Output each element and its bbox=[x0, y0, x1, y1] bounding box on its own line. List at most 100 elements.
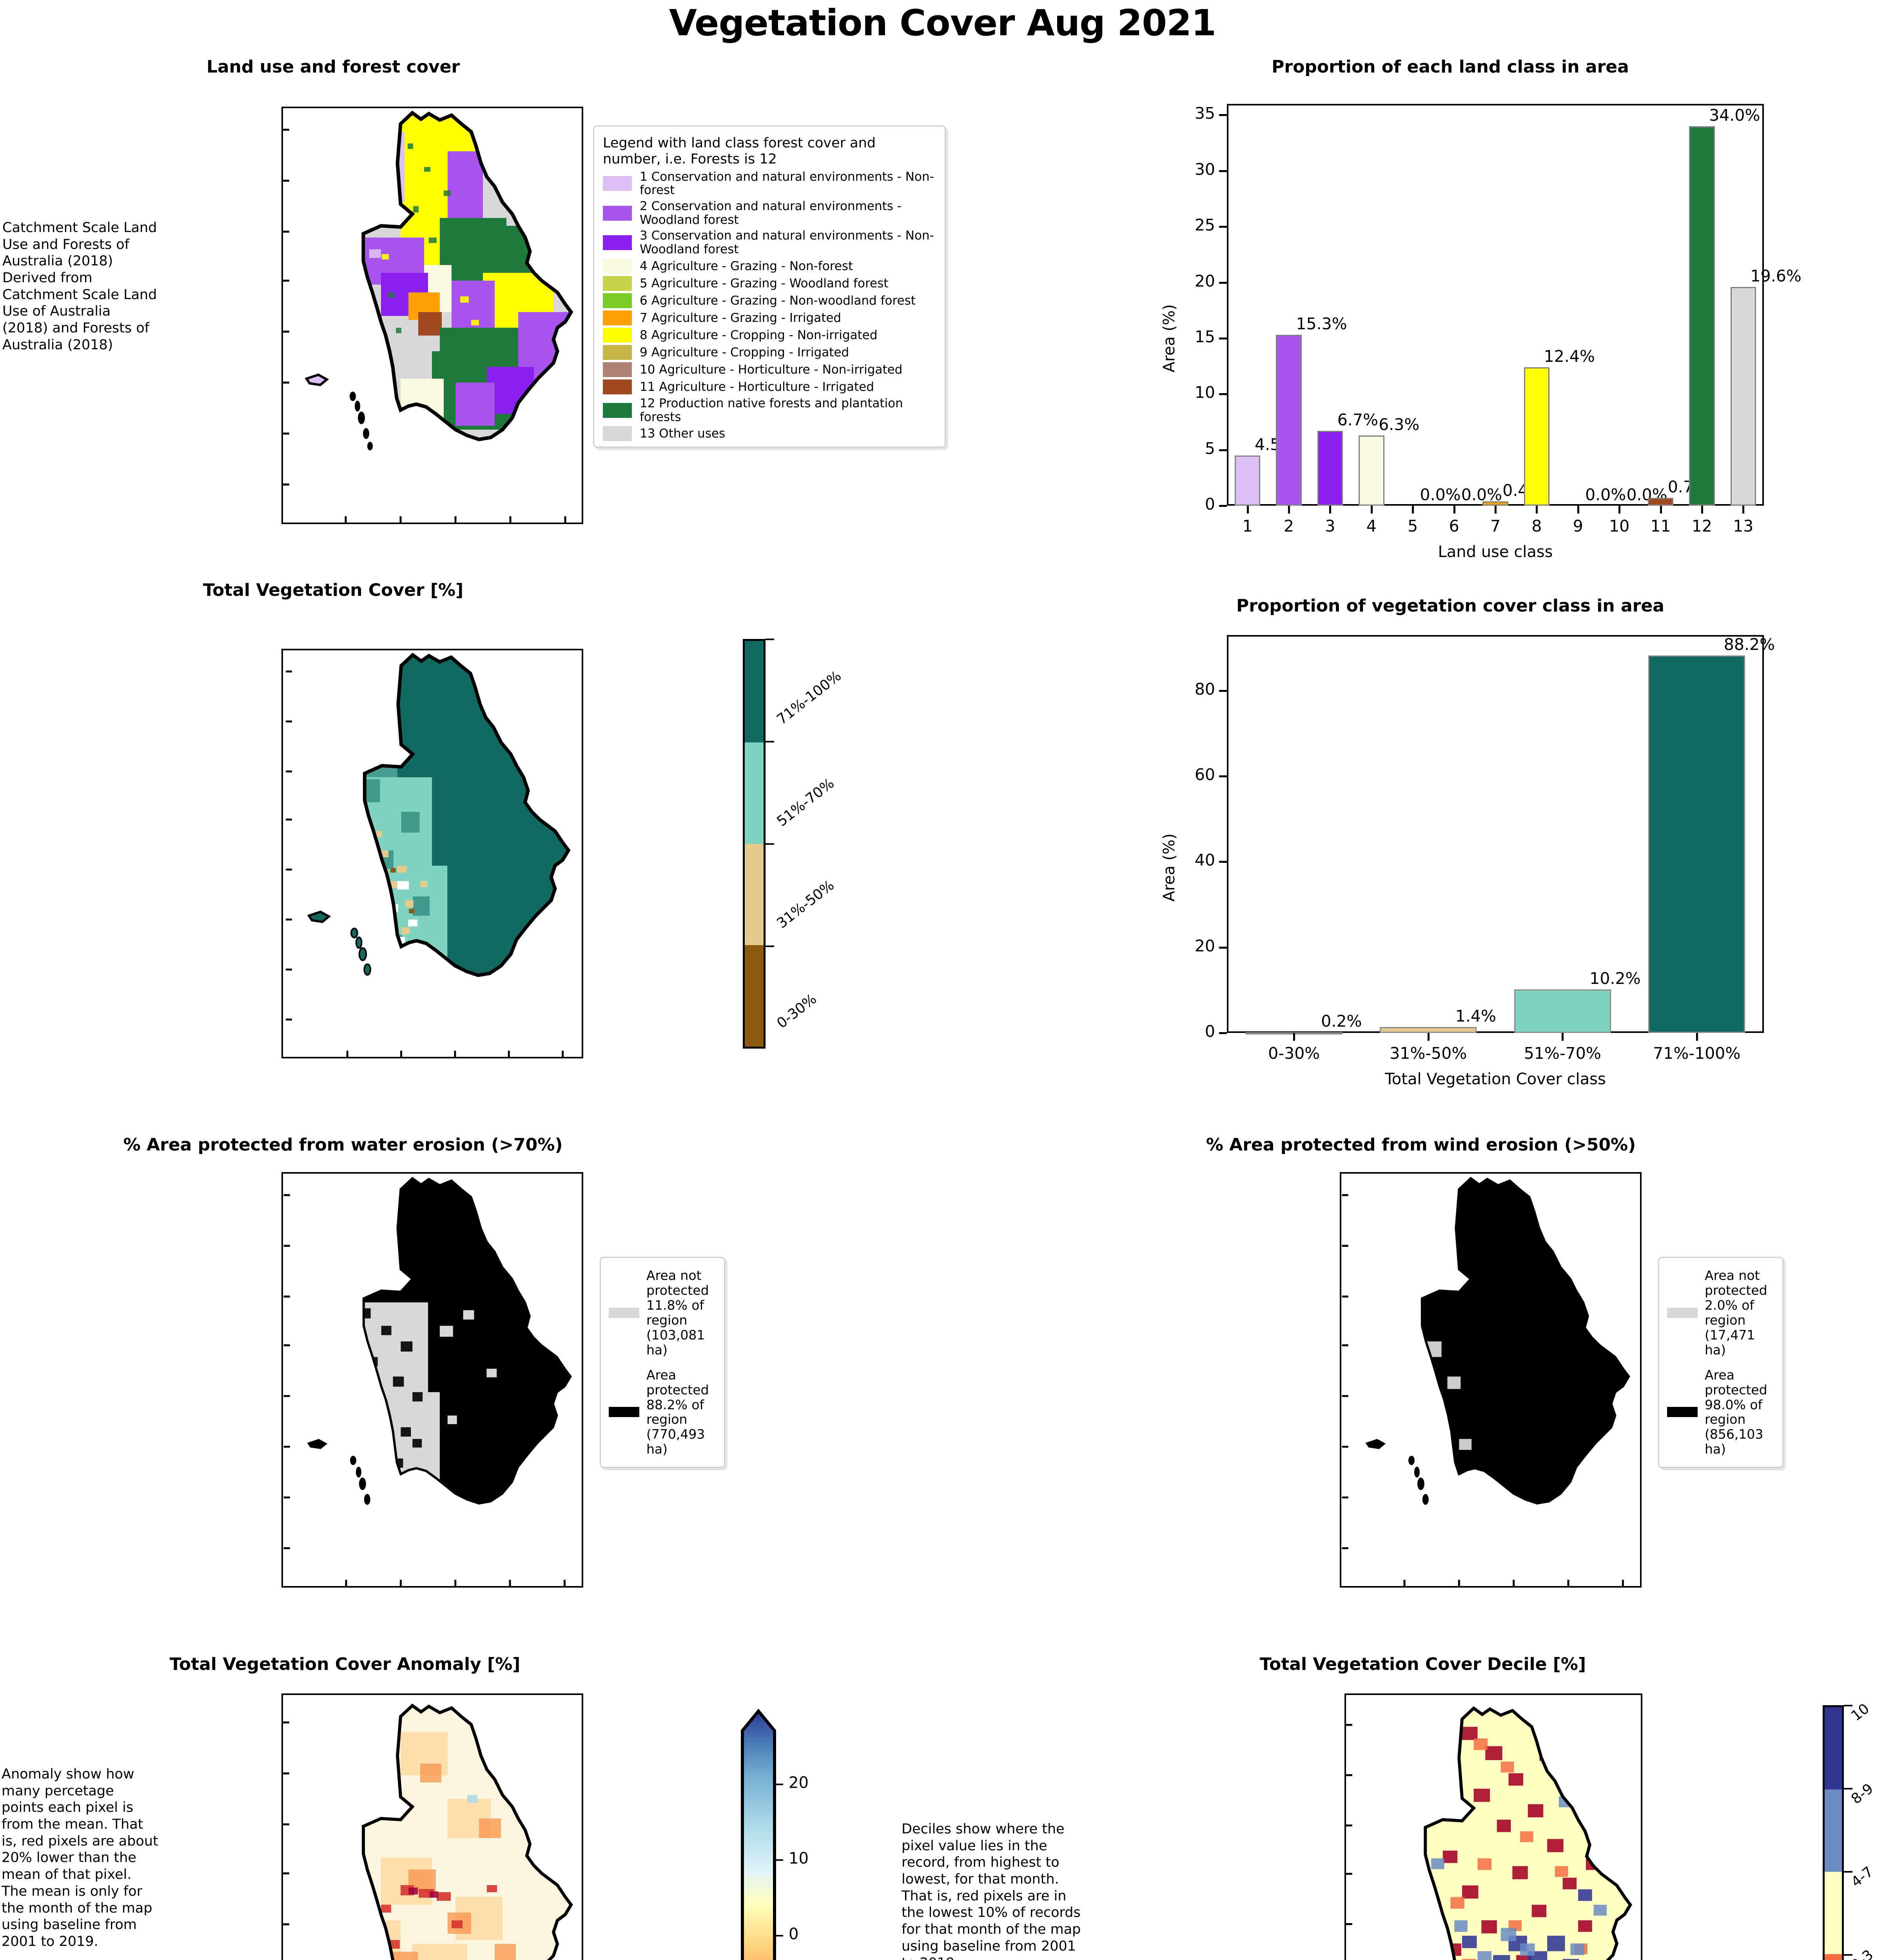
x-tick-label: 11 bbox=[1650, 517, 1671, 535]
x-tick-label: 0-30% bbox=[1268, 1044, 1320, 1063]
swatch-not-protected bbox=[609, 1307, 639, 1318]
land-class-bar-chart[interactable]: Area (%) Land use class 0 5 10 15 20 25 30 35 4.… bbox=[1137, 98, 1803, 561]
x-tick-label: 31%-50% bbox=[1390, 1044, 1467, 1063]
decile-note: Deciles show where the pixel value lies … bbox=[902, 1821, 1081, 1960]
x-tickmark bbox=[1427, 1033, 1430, 1041]
cbar-label-71-100: 71%-100% bbox=[774, 668, 845, 728]
y-tickmark bbox=[1219, 505, 1227, 507]
x-tick-label: 5 bbox=[1408, 517, 1418, 535]
bar[interactable] bbox=[1482, 501, 1508, 506]
legend-item: 10 Agriculture - Horticulture - Non-irri… bbox=[603, 362, 936, 377]
chart2-xlabel: Total Vegetation Cover class bbox=[1385, 1070, 1606, 1088]
bar-value-label: 0.2% bbox=[1321, 1011, 1362, 1031]
y-tick-label: 60 bbox=[1194, 765, 1215, 784]
dec-seg-4-7 bbox=[1825, 1872, 1842, 1954]
legend-item: 13 Other uses bbox=[603, 426, 936, 441]
x-tickmark bbox=[1577, 506, 1579, 514]
legend-swatch-5 bbox=[603, 276, 632, 291]
y-tickmark bbox=[1219, 226, 1227, 228]
y-tick-label: 0 bbox=[1205, 495, 1215, 514]
anomaly-colorbar: 20 10 0 −10 −20 bbox=[737, 1695, 902, 1960]
bar[interactable] bbox=[1276, 335, 1302, 506]
y-tickmark bbox=[1219, 1032, 1227, 1034]
dec-label-2-3: 2-3 bbox=[1848, 1947, 1876, 1960]
bar-value-label: 6.3% bbox=[1379, 415, 1420, 434]
y-tick-label: 5 bbox=[1205, 439, 1215, 458]
bar[interactable] bbox=[1524, 367, 1550, 506]
y-tick-label: 30 bbox=[1194, 160, 1215, 179]
x-tick-label: 6 bbox=[1449, 517, 1459, 535]
x-tickmark bbox=[1370, 506, 1373, 514]
bar-value-label: 0.0% bbox=[1585, 485, 1626, 504]
colorbar-gradient bbox=[741, 1708, 776, 1960]
bar-value-label: 19.6% bbox=[1750, 266, 1802, 285]
legend-swatch-8 bbox=[603, 327, 632, 343]
wind-erosion-map[interactable] bbox=[1340, 1172, 1642, 1588]
x-tick-label: 12 bbox=[1691, 517, 1712, 535]
land-use-map[interactable] bbox=[281, 107, 583, 524]
y-tickmark bbox=[1219, 690, 1227, 692]
decile-panel-title: Total Vegetation Cover Decile [%] bbox=[1259, 1654, 1586, 1674]
x-tickmark bbox=[1618, 506, 1621, 514]
legend-item: 6 Agriculture - Grazing - Non-woodland f… bbox=[603, 293, 936, 308]
legend-item: Area protected 98.0% of region (856,103 … bbox=[1667, 1367, 1774, 1457]
wind-erosion-legend: Area not protected 2.0% of region (17,47… bbox=[1658, 1257, 1783, 1468]
y-tickmark bbox=[1219, 449, 1227, 451]
legend-swatch-6 bbox=[603, 293, 632, 308]
x-tick-label: 4 bbox=[1366, 517, 1377, 535]
legend-item: Area protected 88.2% of region (770,493 … bbox=[609, 1367, 716, 1457]
y-tick-label: 80 bbox=[1194, 679, 1215, 699]
veg-cover-panel-title: Total Vegetation Cover [%] bbox=[203, 580, 464, 600]
x-tick-label: 2 bbox=[1284, 517, 1294, 535]
x-tick-label: 8 bbox=[1531, 517, 1542, 535]
bar[interactable] bbox=[1380, 1027, 1477, 1033]
x-tick-label: 71%-100% bbox=[1653, 1044, 1741, 1063]
y-tickmark bbox=[1219, 337, 1227, 339]
water-erosion-panel-title: % Area protected from water erosion (>70… bbox=[123, 1135, 563, 1155]
x-tick-label: 13 bbox=[1733, 517, 1754, 535]
x-tickmark bbox=[1696, 1033, 1698, 1041]
swatch-protected bbox=[609, 1407, 639, 1417]
veg-cover-chart-title: Proportion of vegetation cover class in … bbox=[1236, 596, 1664, 616]
legend-item: 7 Agriculture - Grazing - Irrigated bbox=[603, 310, 936, 325]
bar[interactable] bbox=[1317, 431, 1343, 506]
bar-value-label: 15.3% bbox=[1296, 314, 1347, 334]
land-use-source-note: Catchment Scale Land Use and Forests of … bbox=[2, 220, 157, 353]
y-tickmark bbox=[1219, 281, 1227, 284]
cbar-seg-0-30 bbox=[745, 945, 764, 1047]
dec-seg-2-3 bbox=[1825, 1954, 1842, 1960]
bar[interactable] bbox=[1730, 287, 1756, 506]
legend-item: 9 Agriculture - Cropping - Irrigated bbox=[603, 345, 936, 360]
bar[interactable] bbox=[1648, 655, 1745, 1033]
bar-value-label: 12.4% bbox=[1544, 347, 1595, 366]
bar-value-label: 34.0% bbox=[1709, 105, 1760, 125]
x-tickmark bbox=[1246, 506, 1249, 514]
chart1-xlabel: Land use class bbox=[1438, 543, 1553, 561]
bar[interactable] bbox=[1235, 455, 1261, 506]
x-tick-label: 3 bbox=[1325, 517, 1335, 535]
veg-cover-map[interactable] bbox=[281, 649, 583, 1058]
dec-label-8-9: 8-9 bbox=[1848, 1780, 1876, 1808]
cbar-seg-51-70 bbox=[745, 742, 764, 844]
bar[interactable] bbox=[1647, 498, 1674, 506]
anomaly-panel-title: Total Vegetation Cover Anomaly [%] bbox=[169, 1654, 521, 1674]
bar[interactable] bbox=[1689, 126, 1715, 506]
anomaly-map[interactable] bbox=[281, 1693, 583, 1960]
x-tick-label: 1 bbox=[1242, 517, 1253, 535]
anom-tick-10: 10 bbox=[789, 1849, 809, 1867]
bar-value-label: 0.0% bbox=[1420, 485, 1461, 504]
water-erosion-map[interactable] bbox=[281, 1172, 583, 1588]
decile-map[interactable] bbox=[1344, 1693, 1642, 1960]
land-use-panel-title: Land use and forest cover bbox=[206, 57, 460, 77]
bar-value-label: 0.0% bbox=[1461, 485, 1502, 504]
legend-item: 8 Agriculture - Cropping - Non-irrigated bbox=[603, 327, 936, 343]
bar[interactable] bbox=[1359, 435, 1384, 506]
y-tickmark bbox=[1219, 946, 1227, 949]
legend-item: 5 Agriculture - Grazing - Woodland fores… bbox=[603, 276, 936, 291]
legend-swatch-3 bbox=[603, 235, 632, 250]
wind-erosion-panel-title: % Area protected from wind erosion (>50%… bbox=[1206, 1135, 1636, 1155]
bar[interactable] bbox=[1514, 989, 1611, 1033]
legend-swatch-7 bbox=[603, 310, 632, 325]
cbar-seg-31-50 bbox=[745, 844, 764, 946]
